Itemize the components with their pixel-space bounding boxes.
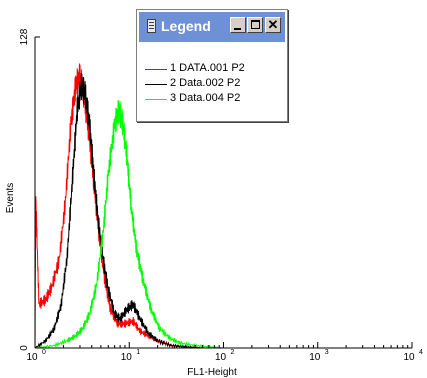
legend-entries: 1 DATA.001 P2 2 Data.002 P2 3 Data.004 P… bbox=[145, 62, 285, 107]
y-tick-label: 0 bbox=[19, 345, 30, 351]
legend-swatch bbox=[145, 84, 167, 85]
minimize-button[interactable] bbox=[230, 17, 246, 33]
legend-label: 2 Data.002 P2 bbox=[170, 77, 241, 89]
x-axis-label: FL1-Height bbox=[187, 367, 237, 378]
legend-entry: 2 Data.002 P2 bbox=[145, 77, 285, 92]
legend-document-icon bbox=[147, 19, 156, 33]
x-tick-label: 10 bbox=[26, 352, 38, 363]
plot-area bbox=[34, 63, 241, 349]
maximize-icon bbox=[251, 20, 260, 29]
x-tick-label: 10 bbox=[215, 352, 227, 363]
legend-swatch bbox=[145, 69, 167, 70]
x-tick-label: 10 bbox=[403, 352, 415, 363]
legend-window[interactable]: Legend ✕ 1 DATA.001 P2 2 Data.002 P2 3 D… bbox=[136, 9, 288, 122]
maximize-button[interactable] bbox=[247, 17, 263, 33]
x-tick-exponent: 0 bbox=[42, 349, 46, 356]
legend-titlebar[interactable]: Legend ✕ bbox=[139, 12, 285, 42]
series-line bbox=[34, 72, 224, 349]
legend-label: 1 DATA.001 P2 bbox=[170, 62, 245, 74]
y-tick-label: 128 bbox=[19, 28, 30, 45]
series-line bbox=[35, 100, 241, 349]
x-tick-exponent: 3 bbox=[325, 349, 329, 356]
close-button[interactable]: ✕ bbox=[265, 17, 281, 33]
x-tick-exponent: 2 bbox=[231, 349, 235, 356]
legend-label: 3 Data.004 P2 bbox=[170, 92, 241, 104]
x-ticks: 10 0 10 1 10 2 10 3 10 4 bbox=[26, 342, 423, 363]
minimize-icon bbox=[234, 28, 241, 30]
x-tick-label: 10 bbox=[309, 352, 321, 363]
y-ticks: 0 128 bbox=[19, 28, 40, 351]
legend-swatch bbox=[145, 99, 167, 100]
x-tick-label: 10 bbox=[121, 352, 133, 363]
legend-entry: 1 DATA.001 P2 bbox=[145, 62, 285, 77]
close-icon: ✕ bbox=[267, 17, 279, 32]
legend-title: Legend bbox=[161, 18, 211, 34]
y-axis-label: Events bbox=[5, 183, 16, 214]
x-tick-exponent: 4 bbox=[419, 349, 423, 356]
x-tick-exponent: 1 bbox=[136, 349, 140, 356]
legend-entry: 3 Data.004 P2 bbox=[145, 92, 285, 107]
